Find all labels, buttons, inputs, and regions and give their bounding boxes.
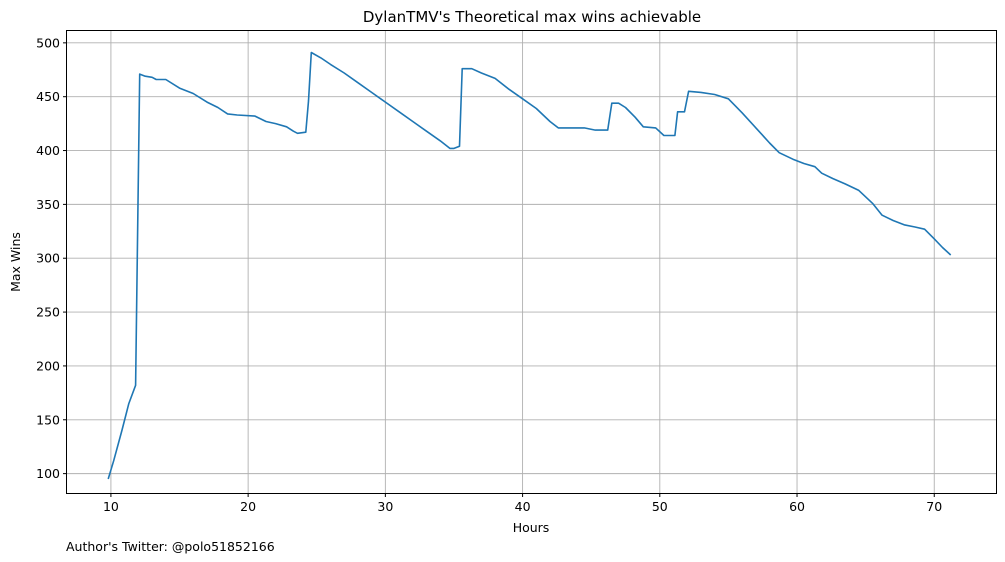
x-tick-label: 70 (926, 499, 942, 514)
y-tick-label: 100 (36, 466, 60, 481)
x-tick-label: 20 (240, 499, 256, 514)
plot-frame (66, 30, 997, 494)
x-tick-label: 30 (377, 499, 393, 514)
series-layer (107, 51, 952, 480)
x-tick-label: 60 (789, 499, 805, 514)
y-axis: 100 150 200 250 300 350 400 450 500 (36, 35, 67, 481)
y-tick-label: 300 (36, 251, 60, 266)
x-tick-label: 40 (515, 499, 531, 514)
x-axis-label: Hours (513, 520, 550, 535)
author-footnote: Author's Twitter: @polo51852166 (66, 539, 275, 554)
y-tick-label: 350 (36, 197, 60, 212)
x-axis: 10 20 30 40 50 60 70 (103, 493, 942, 514)
grid-lines (67, 31, 996, 493)
series-line (107, 51, 952, 480)
y-tick-label: 500 (36, 35, 60, 50)
y-axis-label: Max Wins (8, 232, 23, 292)
y-tick-label: 150 (36, 412, 60, 427)
x-tick-label: 50 (652, 499, 668, 514)
y-tick-label: 450 (36, 89, 60, 104)
x-tick-label: 10 (103, 499, 119, 514)
chart-title: DylanTMV's Theoretical max wins achievab… (363, 8, 701, 26)
y-tick-label: 250 (36, 305, 60, 320)
y-tick-label: 200 (36, 358, 60, 373)
y-tick-label: 400 (36, 143, 60, 158)
